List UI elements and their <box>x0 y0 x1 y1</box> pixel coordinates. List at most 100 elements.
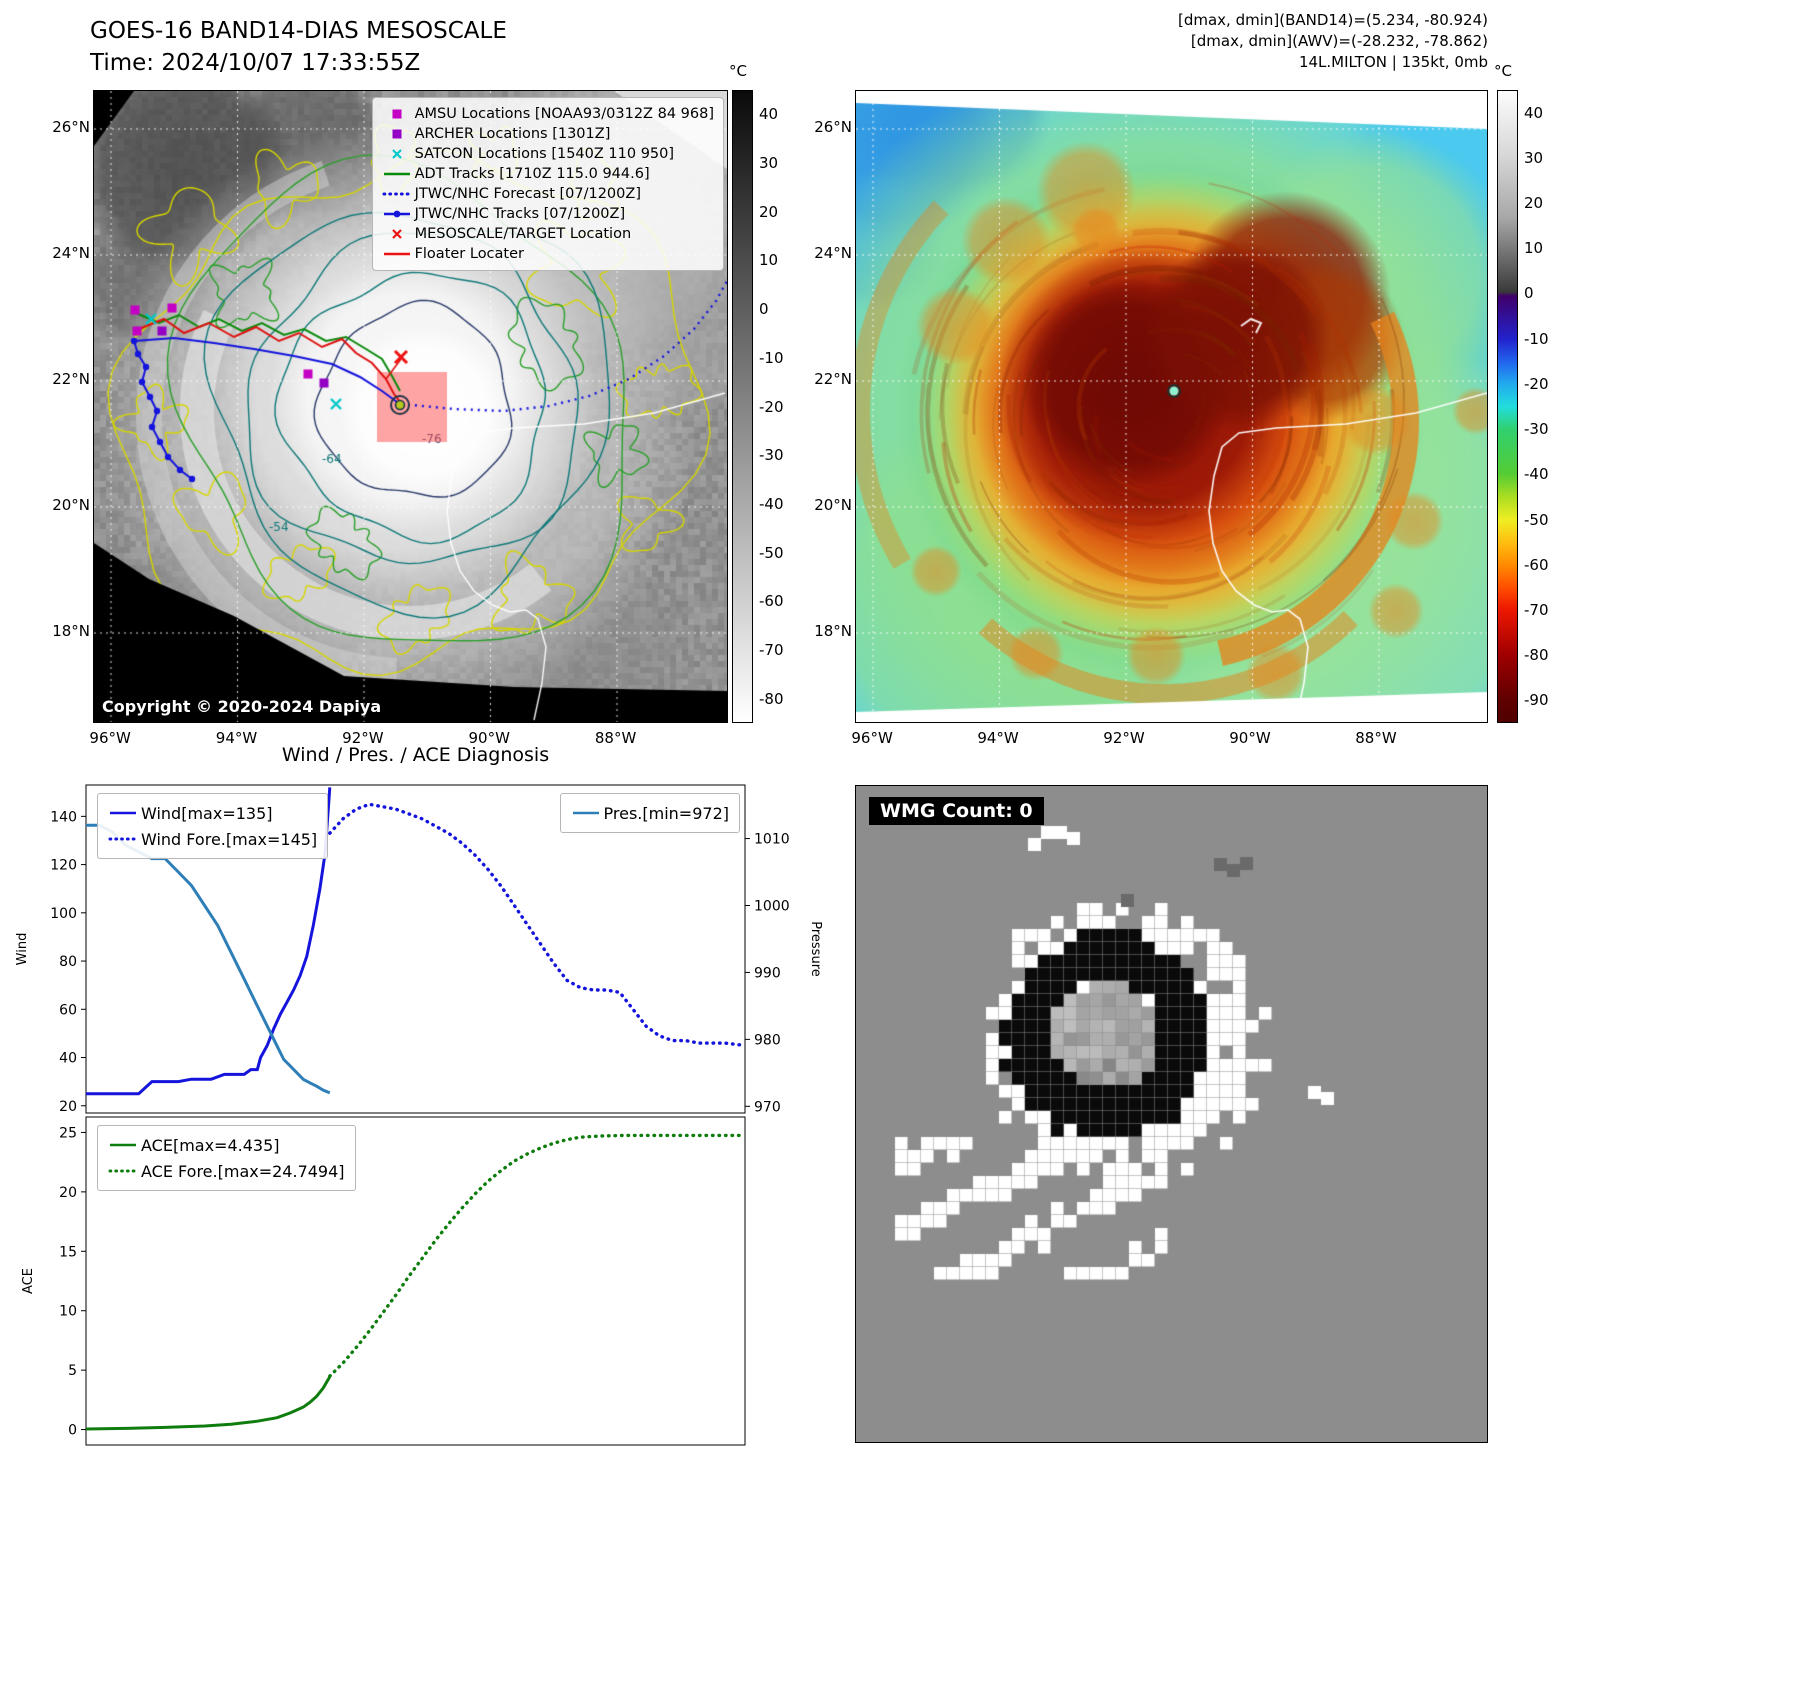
dotted-marker-icon <box>382 187 415 201</box>
axis-label: Wind <box>15 933 30 966</box>
colorbar-tick-label: -20 <box>1524 374 1549 393</box>
lat-tick-label: 24°N <box>814 243 852 262</box>
awv-colorbar-unit: °C <box>1494 62 1512 80</box>
y2-tick-label: 970 <box>754 1099 781 1115</box>
series-ace <box>86 1376 332 1431</box>
colorbar-tick-label: -50 <box>759 543 784 562</box>
lon-tick-label: 88°W <box>594 729 637 747</box>
colorbar-tick-label: -10 <box>759 348 784 367</box>
colorbar-tick-label: 20 <box>1524 194 1544 213</box>
legend-label: ACE Fore.[max=24.7494] <box>141 1161 345 1181</box>
y-tick-label: 120 <box>50 858 77 874</box>
lat-tick-label: 18°N <box>814 621 852 640</box>
y-tick-label: 0 <box>68 1423 77 1439</box>
legend-label: ADT Tracks [1710Z 115.0 944.6] <box>414 166 650 182</box>
awv-map-frame <box>855 90 1488 723</box>
legend-item: ACE[max=4.435] <box>108 1132 345 1158</box>
lon-tick-label: 90°W <box>1229 729 1271 747</box>
axis-label: ACE <box>21 1268 36 1294</box>
band14-time-label: Time: 2024/10/07 17:33:55Z <box>90 50 421 76</box>
dmax-dmin-awv-text: [dmax, dmin](AWV)=(-28.232, -78.862) <box>1190 32 1488 50</box>
lat-tick-label: 26°N <box>814 117 852 136</box>
y-tick-label: 15 <box>59 1244 77 1260</box>
lon-tick-label: 96°W <box>89 729 131 747</box>
y-tick-label: 5 <box>68 1363 77 1379</box>
y-tick-label: 25 <box>59 1125 77 1141</box>
colorbar-tick-label: 10 <box>759 251 779 270</box>
series-wind-fore- <box>328 802 745 1048</box>
colorbar-tick-label: -10 <box>1524 329 1549 348</box>
legend-label: Wind[max=135] <box>141 803 273 823</box>
y-tick-label: 140 <box>50 809 77 825</box>
legend-item: Pres.[min=972] <box>571 800 729 826</box>
legend-item: Wind Fore.[max=145] <box>108 826 317 852</box>
colorbar-tick-label: -60 <box>1524 555 1549 574</box>
y-tick-label: 10 <box>59 1304 77 1320</box>
legend-label: ACE[max=4.435] <box>141 1135 280 1155</box>
legend-label: JTWC/NHC Tracks [07/1200Z] <box>414 206 626 222</box>
colorbar-tick-label: 0 <box>1524 284 1534 303</box>
colorbar-tick-label: -70 <box>1524 600 1549 619</box>
lon-tick-label: 96°W <box>851 729 893 747</box>
band14-colorbar-unit: °C <box>729 62 747 80</box>
y-tick-label: 80 <box>59 954 77 970</box>
y-tick-label: 100 <box>50 906 77 922</box>
y-tick-label: 20 <box>59 1099 77 1115</box>
series-wind <box>86 787 332 1096</box>
colorbar-tick-label: 30 <box>1524 148 1544 167</box>
band14-colorbar <box>732 90 753 723</box>
legend-label: ARCHER Locations [1301Z] <box>414 126 611 142</box>
awv-satellite-image <box>856 91 1487 722</box>
lon-tick-label: 92°W <box>1103 729 1145 747</box>
diagnosis-title: Wind / Pres. / ACE Diagnosis <box>281 744 550 766</box>
wmg-count-badge: WMG Count: 0 <box>869 797 1044 825</box>
lat-tick-label: 24°N <box>52 243 90 262</box>
legend-item: AMSU Locations [NOAA93/0312Z 84 968] <box>382 104 714 124</box>
lat-tick-label: 22°N <box>814 369 852 388</box>
colorbar-tick-label: 40 <box>1524 103 1544 122</box>
legend-label: SATCON Locations [1540Z 110 950] <box>414 146 675 162</box>
band14-title: GOES-16 BAND14-DIAS MESOSCALE <box>90 18 507 44</box>
x-marker-icon <box>382 227 415 241</box>
legend-item: MESOSCALE/TARGET Location <box>382 224 714 244</box>
legend-item: ARCHER Locations [1301Z] <box>382 124 714 144</box>
lon-tick-label: 90°W <box>468 729 510 747</box>
colorbar-tick-label: -80 <box>1524 646 1549 665</box>
square-marker-icon <box>382 127 415 141</box>
ace-chart-legend: ACE[max=4.435] ACE Fore.[max=24.7494] <box>97 1125 356 1191</box>
lat-tick-label: 18°N <box>52 621 90 640</box>
legend-item: Floater Locater <box>382 244 714 264</box>
lat-tick-label: 26°N <box>52 117 90 136</box>
wmg-mask-image <box>856 786 1487 1442</box>
lon-tick-label: 94°W <box>215 729 258 747</box>
legend-item: JTWC/NHC Forecast [07/1200Z] <box>382 184 714 204</box>
lat-tick-label: 22°N <box>52 369 90 388</box>
colorbar-tick-label: -30 <box>1524 420 1549 439</box>
legend-label: MESOSCALE/TARGET Location <box>414 226 632 242</box>
wmg-frame: WMG Count: 0 <box>855 785 1488 1443</box>
y-tick-label: 20 <box>59 1185 77 1201</box>
line-dot-marker-icon <box>382 207 415 221</box>
wind-chart-legend: Wind[max=135] Wind Fore.[max=145] <box>97 793 329 859</box>
pressure-chart-legend: Pres.[min=972] <box>559 793 740 833</box>
y-tick-label: 60 <box>59 1002 77 1018</box>
line-marker-icon <box>571 806 604 820</box>
y-tick-label: 40 <box>59 1051 77 1067</box>
legend-label: JTWC/NHC Forecast [07/1200Z] <box>414 186 641 202</box>
legend-label: Wind Fore.[max=145] <box>141 829 318 849</box>
colorbar-tick-label: 0 <box>759 300 769 319</box>
colorbar-tick-label: -60 <box>759 592 784 611</box>
colorbar-tick-label: -90 <box>1524 691 1549 710</box>
line-marker-icon <box>382 247 415 261</box>
colorbar-tick-label: -30 <box>759 446 784 465</box>
colorbar-tick-label: -70 <box>759 640 784 659</box>
band14-copyright: Copyright © 2020-2024 Dapiya <box>102 697 382 716</box>
y2-tick-label: 1010 <box>754 832 790 848</box>
legend-item: JTWC/NHC Tracks [07/1200Z] <box>382 204 714 224</box>
line-marker-icon <box>108 1138 141 1152</box>
dotted-marker-icon <box>108 1164 141 1178</box>
dmax-dmin-band14-text: [dmax, dmin](BAND14)=(5.234, -80.924) <box>1177 11 1488 29</box>
